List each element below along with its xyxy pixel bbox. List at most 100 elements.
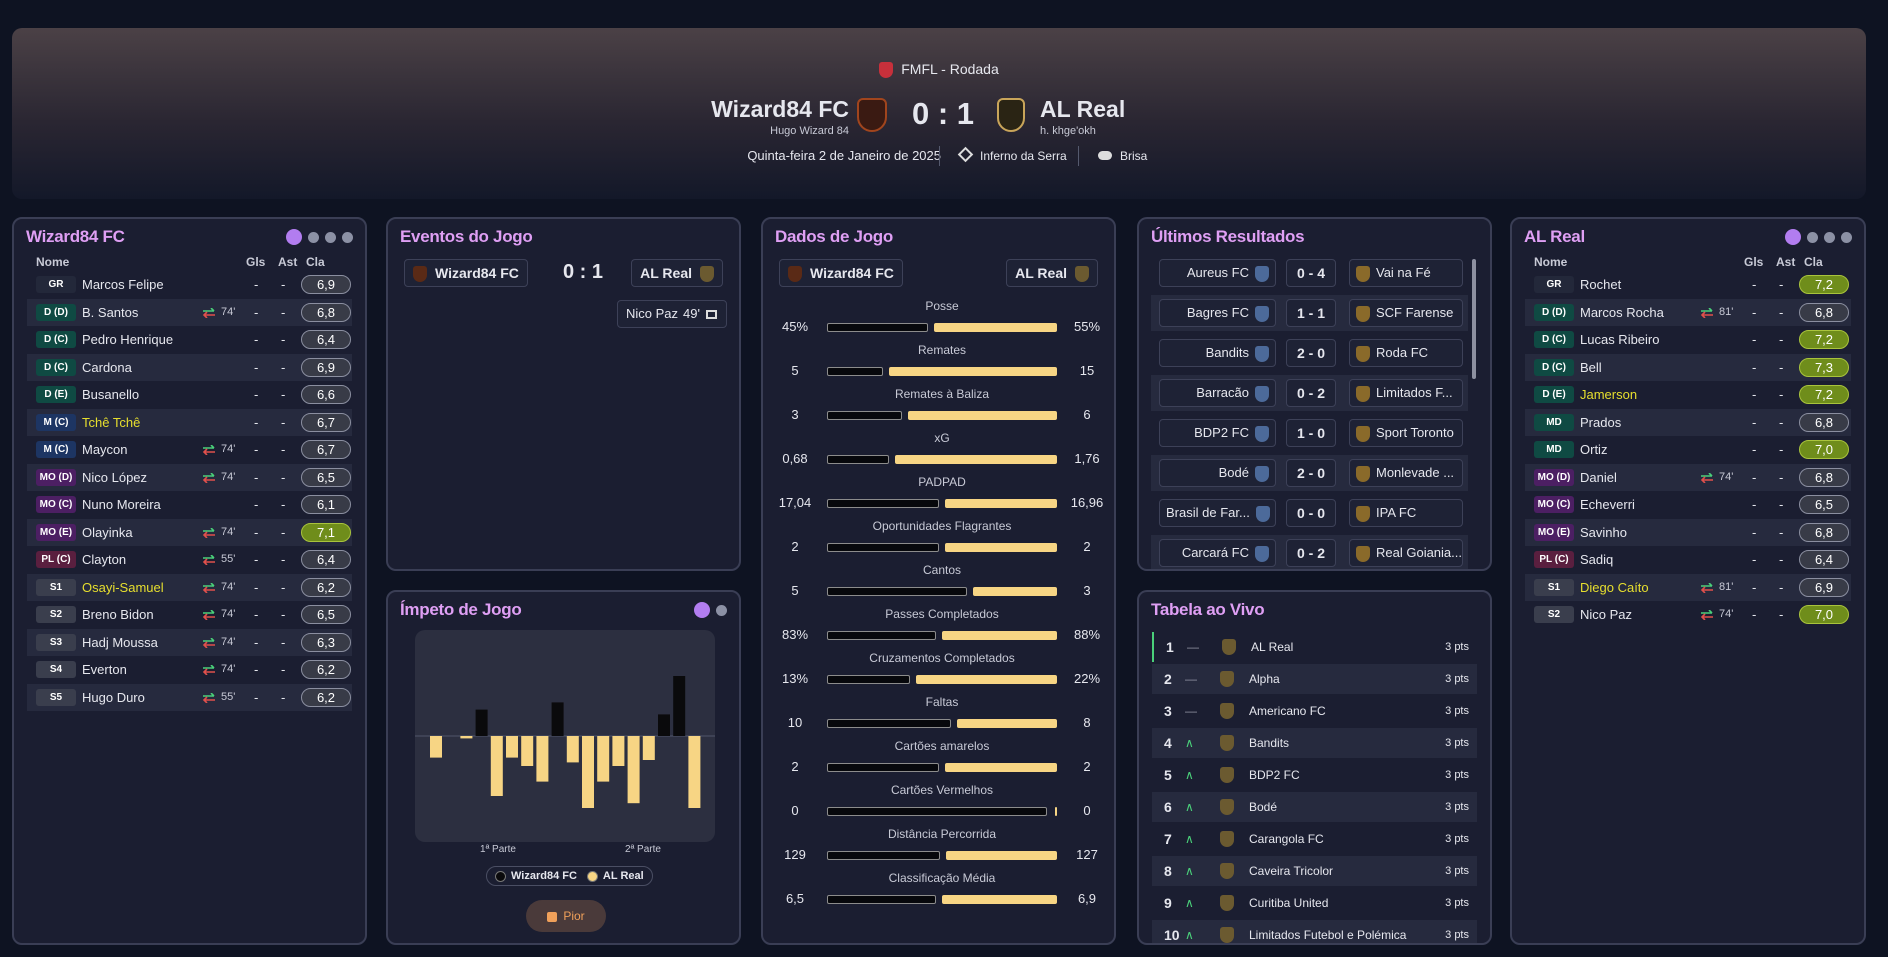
page-dot[interactable] (308, 231, 319, 243)
rating: 7,2 (1799, 385, 1849, 404)
player-row: S5 Hugo Duro 55' - -6,2 (27, 683, 352, 711)
momentum-chart (415, 630, 715, 842)
sub-arrow-in (203, 555, 215, 559)
player-name[interactable]: Rochet (1580, 277, 1622, 292)
goals: - (254, 414, 259, 430)
trend: — (1185, 672, 1197, 686)
result-home: Bodé (1159, 459, 1276, 487)
table-row: 6 ∧ Bodé 3 pts (1152, 792, 1477, 822)
player-row: S1 Osayi-Samuel 74' - -6,2 (27, 573, 352, 601)
legend-label: Wizard84 FC (511, 870, 577, 882)
goal-icon (705, 310, 717, 320)
separator (1078, 146, 1079, 166)
player-name[interactable]: Nico Paz (1580, 607, 1633, 622)
column-header: Cla (1804, 255, 1823, 269)
player-name[interactable]: Clayton (82, 552, 127, 567)
position-badge: GR (1534, 276, 1574, 293)
goals: - (254, 552, 259, 567)
player-name[interactable]: Breno Bidon (82, 607, 154, 622)
assists: - (281, 442, 286, 457)
player-name[interactable]: Diego Caíto (1580, 579, 1649, 595)
panel-title: Eventos do Jogo (400, 227, 533, 246)
team-crest (1220, 831, 1234, 847)
player-name[interactable]: Maycon (82, 442, 128, 457)
page-dot[interactable] (286, 229, 302, 245)
position-badge: M (C) (36, 413, 76, 431)
player-name[interactable]: Jamerson (1580, 387, 1638, 402)
team-crest (1356, 465, 1370, 482)
half-label: 2ª Parte (625, 844, 661, 855)
stat-bar-away (933, 323, 1057, 332)
sub-arrow-in (203, 610, 215, 614)
position-badge: MO (C) (1534, 496, 1574, 513)
player-name[interactable]: B. Santos (82, 304, 139, 320)
result-score: 0 - 2 (1286, 539, 1336, 567)
team-crest (1255, 465, 1269, 482)
page-dot[interactable] (342, 231, 353, 243)
page-dot[interactable] (1841, 231, 1852, 243)
player-name[interactable]: Bell (1580, 359, 1602, 375)
player-name[interactable]: Cardona (82, 359, 132, 375)
player-name[interactable]: Prados (1580, 414, 1622, 430)
team-name: AL Real (640, 265, 692, 281)
assists: - (281, 607, 286, 622)
player-name[interactable]: Echeverri (1580, 497, 1635, 512)
player-name[interactable]: Everton (82, 662, 127, 677)
result-away: Vai na Fé (1349, 259, 1463, 287)
player-name[interactable]: Pedro Henrique (82, 332, 174, 347)
player-name[interactable]: Ortiz (1580, 442, 1608, 457)
player-name[interactable]: Hugo Duro (82, 689, 145, 705)
position-badge: D (D) (1534, 303, 1574, 321)
player-name[interactable]: Daniel (1580, 469, 1617, 485)
player-name[interactable]: Busanello (82, 387, 140, 402)
result-score: 1 - 1 (1286, 299, 1336, 327)
player-row: PL (C) Sadiq - -6,4 (1525, 546, 1851, 573)
player-name[interactable]: Hadj Moussa (82, 634, 158, 650)
player-name[interactable]: Marcos Felipe (82, 277, 164, 292)
assists: - (281, 497, 286, 512)
team-name: BDP2 FC (1194, 425, 1249, 440)
player-name[interactable]: Savinho (1580, 524, 1627, 540)
page-dot[interactable] (1785, 229, 1801, 245)
points: 3 pts (1445, 705, 1469, 717)
stat-away-value: 3 (1083, 583, 1091, 598)
sub-arrow-in (203, 692, 215, 697)
events-panel: Eventos do Jogo Wizard84 FC 0 : 1 AL Real Ni… (386, 217, 741, 571)
player-row: D (E) Jamerson - -7,2 (1525, 381, 1851, 408)
team-name: Barracão (1196, 385, 1249, 400)
home-team-name: Wizard84 FC (711, 96, 849, 122)
page-dot[interactable] (694, 602, 710, 618)
momentum-bar (688, 736, 701, 808)
assists: - (281, 524, 286, 540)
trend: — (1187, 640, 1199, 654)
player-name[interactable]: Sadiq (1580, 552, 1614, 567)
stat-label: Faltas (925, 695, 959, 709)
rate-button[interactable]: Pior (526, 900, 606, 932)
team-crest (1356, 305, 1370, 322)
player-name[interactable]: Marcos Rocha (1580, 304, 1664, 320)
page-dot[interactable] (1807, 231, 1818, 243)
player-name[interactable]: Nuno Moreira (82, 497, 161, 512)
sub-arrow-out (1700, 585, 1713, 593)
page-dot[interactable] (716, 604, 727, 616)
page-dot[interactable] (325, 231, 336, 243)
position-badge: S1 (1534, 578, 1574, 596)
sub-icon (202, 555, 215, 565)
player-name[interactable]: Olayinka (82, 524, 133, 540)
team-crest (1356, 545, 1370, 562)
player-name[interactable]: Lucas Ribeiro (1580, 332, 1660, 347)
player-name[interactable]: Nico López (82, 469, 148, 485)
player-name[interactable]: Tchê Tchê (82, 414, 141, 430)
stat-away-value: 2 (1083, 539, 1091, 554)
player-row: MO (E) Olayinka 74' - -7,1 (27, 518, 352, 546)
page-dot[interactable] (1824, 231, 1835, 243)
panel-title: Wizard84 FC (26, 227, 125, 246)
goals: - (254, 469, 259, 485)
player-name[interactable]: Osayi-Samuel (82, 579, 164, 595)
result-score: 0 - 4 (1286, 259, 1336, 287)
page-dots (1785, 229, 1852, 245)
goals: - (254, 442, 259, 457)
player-row: MO (D) Daniel 74' - -6,8 (1525, 463, 1851, 491)
stat-home-value: 2 (791, 759, 799, 774)
team-name: Vai na Fé (1376, 265, 1431, 280)
